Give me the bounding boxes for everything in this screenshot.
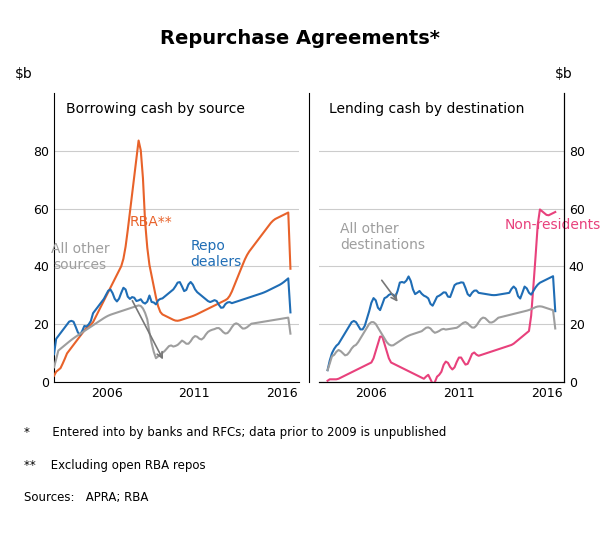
Text: Repurchase Agreements*: Repurchase Agreements*	[160, 29, 440, 48]
Text: *      Entered into by banks and RFCs; data prior to 2009 is unpublished: * Entered into by banks and RFCs; data p…	[24, 426, 446, 439]
Text: Sources:   APRA; RBA: Sources: APRA; RBA	[24, 491, 148, 505]
Text: All other
destinations: All other destinations	[340, 222, 425, 252]
Text: RBA**: RBA**	[130, 215, 172, 229]
Text: $b: $b	[555, 67, 573, 81]
Text: Borrowing cash by source: Borrowing cash by source	[66, 102, 245, 116]
Text: All other
sources: All other sources	[51, 242, 110, 272]
Text: $b: $b	[15, 67, 33, 81]
Text: Repo
dealers: Repo dealers	[191, 239, 242, 269]
Text: **    Excluding open RBA repos: ** Excluding open RBA repos	[24, 459, 206, 472]
Text: Lending cash by destination: Lending cash by destination	[329, 102, 524, 116]
Text: Non-residents: Non-residents	[505, 218, 600, 232]
